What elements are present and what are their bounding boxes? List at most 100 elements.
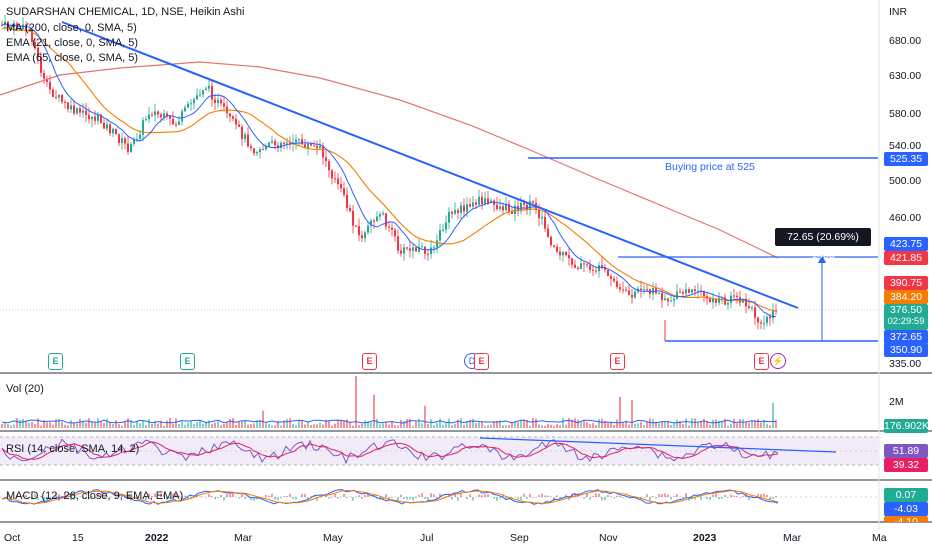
candle-body xyxy=(766,316,768,323)
earnings-marker[interactable]: E xyxy=(362,353,377,370)
support-tag: 350.90 xyxy=(884,343,928,357)
macd-histogram-bar xyxy=(73,497,75,501)
lightning-icon[interactable]: ⚡ xyxy=(770,353,786,369)
candle-body xyxy=(751,307,753,309)
macd-legend[interactable]: MACD (12, 26, close, 9, EMA, EMA) xyxy=(6,490,184,502)
candle-body xyxy=(256,152,258,154)
candle-body xyxy=(247,134,249,147)
time-axis-label: Nov xyxy=(599,532,618,544)
volume-bar xyxy=(76,423,78,428)
candle-body xyxy=(172,118,174,125)
volume-bar xyxy=(454,423,456,428)
macd-histogram-bar xyxy=(253,497,255,501)
volume-bar xyxy=(580,421,582,428)
candle-body xyxy=(289,142,291,144)
candle-body xyxy=(733,295,735,297)
measure-label[interactable]: 72.65 (20.69%) 1453 xyxy=(775,228,871,261)
macd-histogram-bar xyxy=(46,497,48,501)
volume-bar xyxy=(715,419,717,428)
ma200-legend[interactable]: MA (200, close, 0, SMA, 5) xyxy=(6,22,137,34)
candle-body xyxy=(676,291,678,299)
volume-bar xyxy=(772,402,774,428)
candle-body xyxy=(145,119,147,121)
volume-bar xyxy=(535,418,537,428)
candle-body xyxy=(523,202,525,205)
candle-body xyxy=(721,297,723,299)
macd-histogram-bar xyxy=(109,497,111,498)
volume-bar xyxy=(463,424,465,428)
earnings-marker[interactable]: E xyxy=(48,353,63,370)
macd-histogram-bar xyxy=(154,493,156,497)
candle-body xyxy=(109,124,111,134)
volume-bar xyxy=(64,424,66,428)
earnings-marker[interactable]: E xyxy=(180,353,195,370)
volume-bar xyxy=(733,418,735,428)
downtrend-line[interactable] xyxy=(61,21,799,309)
volume-bar xyxy=(532,418,534,428)
macd-histogram-bar xyxy=(670,497,672,500)
volume-bar xyxy=(13,424,15,428)
volume-bar xyxy=(73,423,75,428)
earnings-marker[interactable]: E xyxy=(474,353,489,370)
volume-bar xyxy=(511,422,513,428)
volume-bar xyxy=(508,424,510,428)
buying-price-label[interactable]: Buying price at 525 xyxy=(665,161,755,173)
ema21-legend[interactable]: EMA (21, close, 0, SMA, 5) xyxy=(6,37,139,49)
macd-histogram-bar xyxy=(319,497,321,498)
candle-body xyxy=(283,142,285,144)
macd-histogram-bar xyxy=(448,493,450,497)
volume-bar xyxy=(706,420,708,428)
candle-body xyxy=(298,139,300,141)
volume-bar xyxy=(31,422,33,428)
candle-body xyxy=(22,24,24,29)
candle-body xyxy=(220,99,222,104)
volume-bar xyxy=(718,420,720,428)
candle-body xyxy=(400,250,402,254)
earnings-marker[interactable]: E xyxy=(754,353,769,370)
rsi-trendline[interactable] xyxy=(479,437,837,453)
candle-body xyxy=(442,229,444,231)
macd-histogram-bar xyxy=(742,495,744,497)
ema65-legend[interactable]: EMA (65, close, 0, SMA, 5) xyxy=(6,52,139,64)
time-axis-label: Oct xyxy=(4,532,21,544)
volume-bar xyxy=(316,424,318,428)
volume-bar xyxy=(55,419,57,428)
macd-histogram-bar xyxy=(544,495,546,497)
candle-body xyxy=(577,267,579,269)
candle-body xyxy=(532,201,534,203)
macd-histogram-bar xyxy=(76,497,78,498)
candle-body xyxy=(100,114,102,123)
ma200-line xyxy=(0,61,779,259)
rsi-legend[interactable]: RSI (14, close, SMA, 14, 2) xyxy=(6,443,140,455)
macd-histogram-bar xyxy=(31,497,33,500)
volume-bar xyxy=(88,418,90,428)
macd-histogram-bar xyxy=(172,493,174,497)
volume-bar xyxy=(139,423,141,428)
chart-title: SUDARSHAN CHEMICAL, 1D, NSE, Heikin Ashi xyxy=(6,6,245,18)
volume-bar xyxy=(727,425,729,428)
candle-body xyxy=(19,28,21,30)
candle-body xyxy=(205,88,207,91)
ema65-line xyxy=(1,26,777,312)
volume-legend[interactable]: Vol (20) xyxy=(6,383,44,395)
candle-body xyxy=(433,247,435,249)
volume-bar xyxy=(514,422,516,428)
volume-bar xyxy=(151,424,153,428)
macd-histogram-bar xyxy=(229,493,231,497)
macd-histogram-bar xyxy=(487,493,489,497)
volume-bar xyxy=(499,420,501,428)
candle-body xyxy=(328,161,330,171)
price-axis-label: 680.00 xyxy=(889,35,922,47)
candle-body xyxy=(91,116,93,120)
earnings-marker[interactable]: E xyxy=(610,353,625,370)
volume-bar xyxy=(127,418,129,428)
macd-histogram-bar xyxy=(304,493,306,497)
volume-bar xyxy=(370,422,372,428)
candle-body xyxy=(184,107,186,112)
macd-histogram-bar xyxy=(334,494,336,497)
volume-bar xyxy=(550,424,552,428)
volume-bar xyxy=(685,418,687,428)
candle-body xyxy=(439,230,441,241)
macd-histogram-bar xyxy=(217,497,219,499)
